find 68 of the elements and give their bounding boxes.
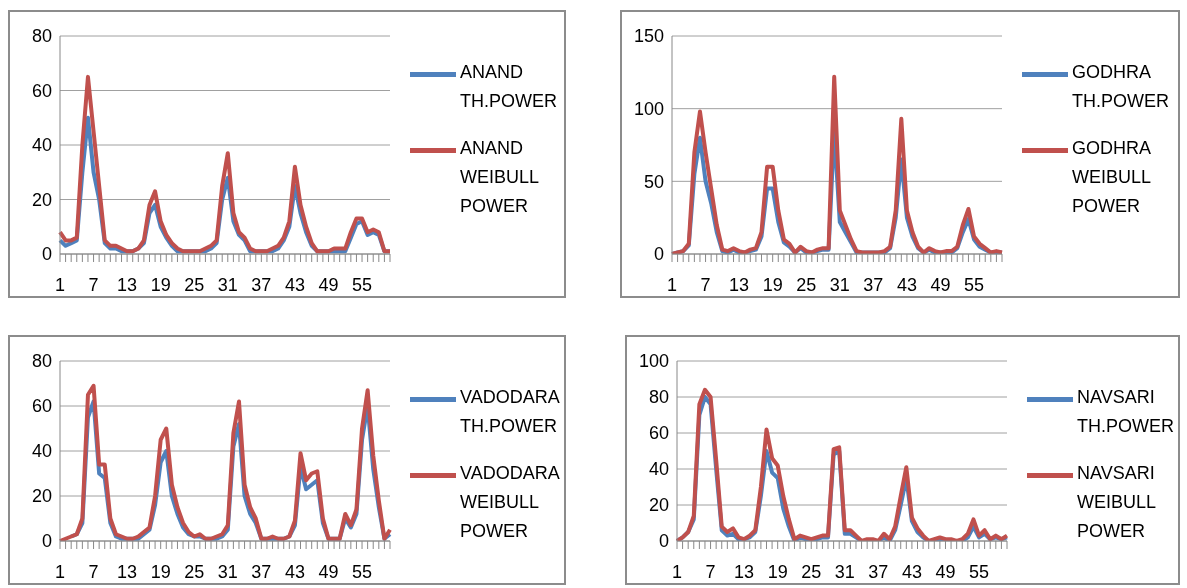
x-tick-label: 49 [930, 274, 951, 295]
x-tick-label: 7 [88, 561, 99, 582]
y-tick-label: 20 [31, 486, 52, 507]
y-tick-label: 40 [31, 135, 52, 156]
y-tick-label: 0 [658, 531, 669, 552]
legend-label: ANAND WEIBULL POWER [460, 137, 540, 218]
x-tick-label: 55 [969, 561, 990, 582]
legend-label: ANAND TH.POWER [460, 61, 558, 113]
y-tick-label: 40 [648, 459, 669, 480]
x-tick-label: 13 [117, 274, 138, 295]
x-tick-label: 37 [868, 561, 889, 582]
y-tick-label: 20 [31, 189, 52, 210]
x-tick-label: 37 [251, 561, 272, 582]
x-tick-label: 49 [935, 561, 956, 582]
x-tick-label: 25 [796, 274, 817, 295]
x-tick-label: 43 [284, 274, 305, 295]
y-tick-label: 40 [31, 441, 52, 462]
x-tick-label: 19 [767, 561, 788, 582]
x-tick-label: 7 [705, 561, 716, 582]
x-tick-label: 1 [666, 274, 678, 295]
x-tick-label: 49 [318, 561, 339, 582]
y-tick-label: 20 [648, 495, 669, 516]
x-tick-label: 7 [88, 274, 99, 295]
y-tick-label: 100 [638, 351, 669, 372]
x-tick-label: 13 [734, 561, 755, 582]
legend-label: GODHRA TH.POWER [1072, 61, 1170, 113]
x-tick-label: 13 [729, 274, 750, 295]
x-tick-label: 37 [251, 274, 272, 295]
x-tick-label: 31 [834, 561, 855, 582]
x-tick-label: 1 [671, 561, 683, 582]
x-tick-label: 25 [184, 274, 205, 295]
x-tick-label: 19 [150, 274, 171, 295]
y-tick-label: 50 [643, 171, 664, 192]
legend-label: VADODARA WEIBULL POWER [460, 462, 559, 543]
x-tick-label: 31 [217, 274, 238, 295]
legend-label: NAVSARI TH.POWER [1077, 386, 1174, 438]
x-tick-label: 31 [829, 274, 850, 295]
y-tick-label: 80 [648, 387, 669, 408]
y-tick-label: 60 [31, 80, 52, 101]
x-tick-label: 55 [352, 561, 373, 582]
y-tick-label: 80 [31, 26, 52, 47]
x-tick-label: 19 [762, 274, 783, 295]
y-tick-label: 0 [653, 244, 664, 265]
x-tick-label: 25 [801, 561, 822, 582]
y-tick-label: 80 [31, 351, 52, 372]
y-tick-label: 150 [633, 26, 664, 47]
x-tick-label: 1 [54, 274, 66, 295]
x-tick-label: 37 [863, 274, 884, 295]
y-tick-label: 100 [633, 99, 664, 120]
x-tick-label: 43 [896, 274, 917, 295]
y-tick-label: 0 [41, 531, 52, 552]
x-tick-label: 25 [184, 561, 205, 582]
y-tick-label: 60 [648, 423, 669, 444]
x-tick-label: 13 [117, 561, 138, 582]
x-tick-label: 55 [964, 274, 985, 295]
legend-label: NAVSARI WEIBULL POWER [1077, 462, 1157, 543]
x-tick-label: 1 [54, 561, 66, 582]
x-tick-label: 43 [284, 561, 305, 582]
legend-label: VADODARA TH.POWER [460, 386, 559, 438]
x-tick-label: 43 [901, 561, 922, 582]
y-tick-label: 0 [41, 244, 52, 265]
x-tick-label: 7 [700, 274, 711, 295]
x-tick-label: 31 [217, 561, 238, 582]
legend-label: GODHRA WEIBULL POWER [1072, 137, 1152, 218]
x-tick-label: 49 [318, 274, 339, 295]
x-tick-label: 19 [150, 561, 171, 582]
x-tick-label: 55 [352, 274, 373, 295]
y-tick-label: 60 [31, 396, 52, 417]
